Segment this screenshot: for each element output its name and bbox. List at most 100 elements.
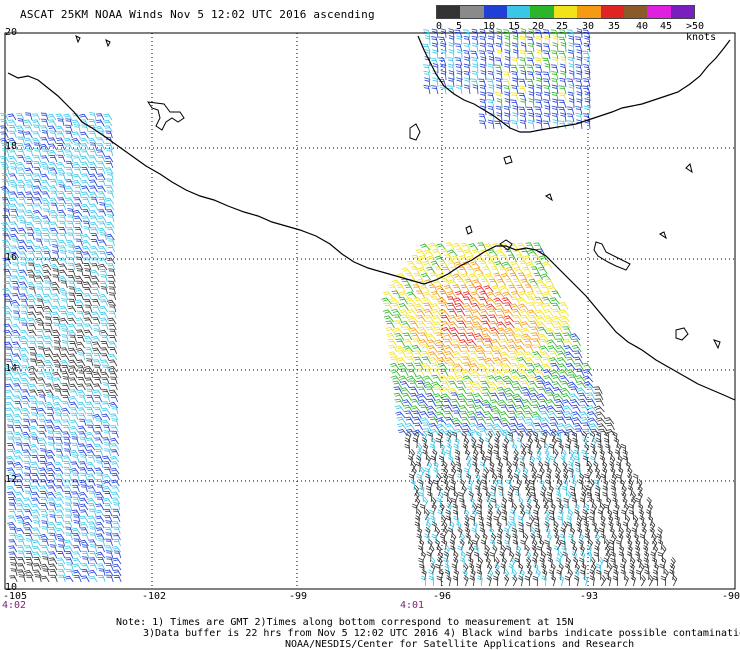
- wind-barb: [611, 472, 618, 485]
- wind-barb: [448, 35, 455, 46]
- wind-barb: [442, 398, 453, 407]
- wind-barb: [40, 125, 49, 133]
- wind-barb: [83, 293, 92, 301]
- wind-barb: [89, 112, 97, 121]
- wind-barb: [49, 155, 58, 163]
- wind-barb: [95, 509, 105, 517]
- wind-barb: [55, 436, 63, 445]
- wind-barb: [80, 185, 90, 193]
- wind-barb: [107, 238, 115, 247]
- wind-barb: [516, 478, 522, 491]
- wind-barb: [431, 308, 442, 317]
- wind-barb: [487, 502, 494, 515]
- wind-barb: [34, 574, 42, 583]
- wind-barb: [471, 249, 482, 257]
- wind-barb: [65, 179, 74, 187]
- wind-barb: [444, 357, 456, 365]
- wind-barb: [17, 203, 27, 211]
- wind-barb: [455, 63, 463, 74]
- wind-barb: [41, 191, 50, 199]
- wind-barb: [446, 291, 457, 299]
- wind-barb: [3, 341, 13, 349]
- wind-barb: [53, 425, 63, 433]
- wind-barb: [572, 417, 583, 425]
- wind-barb: [659, 563, 665, 575]
- wind-barb: [94, 437, 103, 445]
- wind-barb: [556, 357, 567, 365]
- wind-barb: [109, 347, 118, 355]
- wind-barb: [527, 119, 535, 130]
- wind-barb: [551, 381, 562, 389]
- wind-barb: [422, 375, 434, 383]
- wind-barb: [44, 322, 53, 331]
- wind-barb: [67, 214, 75, 223]
- wind-barb: [569, 386, 579, 395]
- wind-barb: [403, 338, 413, 347]
- wind-barb: [24, 527, 33, 535]
- wind-barb: [24, 472, 32, 481]
- wind-barb: [448, 28, 455, 39]
- wind-barb: [482, 266, 492, 275]
- wind-barb: [386, 332, 397, 341]
- wind-barb: [61, 334, 69, 343]
- wind-barb: [510, 356, 520, 365]
- wind-barb: [29, 389, 38, 397]
- wind-barb: [447, 308, 458, 317]
- wind-barb: [586, 392, 596, 401]
- wind-barb: [89, 166, 98, 175]
- wind-barb: [107, 275, 116, 283]
- wind-barb: [575, 78, 583, 88]
- wind-barb: [393, 314, 403, 323]
- wind-barb: [68, 347, 78, 355]
- wind-barb: [439, 533, 445, 545]
- wind-barb: [618, 532, 624, 545]
- wind-barb: [28, 323, 37, 331]
- wind-barb: [63, 466, 72, 475]
- wind-barb: [530, 532, 536, 545]
- wind-barb: [84, 304, 93, 313]
- wind-barb: [503, 302, 513, 311]
- wind-barb: [524, 416, 535, 425]
- scale-label-3: 15: [508, 21, 521, 32]
- wind-barb: [93, 401, 103, 409]
- wind-barb: [590, 455, 596, 467]
- wind-barb: [576, 380, 586, 389]
- wind-barb: [50, 281, 60, 289]
- wind-barb: [79, 521, 89, 529]
- wind-barb: [529, 392, 540, 401]
- wind-barb: [487, 430, 493, 443]
- wind-barb: [53, 407, 63, 415]
- wind-barb: [48, 563, 58, 571]
- wind-barb: [459, 478, 465, 491]
- wind-barb: [39, 443, 47, 451]
- wind-barb: [458, 255, 469, 263]
- scale-swatch-6: [577, 6, 601, 18]
- wind-barb: [406, 356, 416, 365]
- wind-barb: [471, 308, 482, 317]
- wind-barb: [581, 430, 588, 443]
- wind-barb: [536, 321, 547, 329]
- wind-barb: [489, 399, 501, 407]
- wind-barb: [511, 57, 519, 67]
- wind-barb: [558, 85, 567, 95]
- wind-barb: [430, 303, 441, 311]
- wind-barb: [58, 172, 66, 181]
- wind-barb: [464, 514, 470, 527]
- wind-barb: [77, 425, 87, 433]
- wind-barb: [58, 263, 68, 271]
- wind-barb: [437, 550, 444, 563]
- wind-barb: [435, 404, 445, 413]
- wind-barb: [95, 479, 104, 487]
- wind-barb: [499, 417, 511, 425]
- wind-barb: [59, 323, 69, 331]
- wind-barb: [493, 350, 503, 359]
- wind-barb: [104, 569, 114, 577]
- wind-barb: [44, 280, 52, 289]
- wind-barb: [440, 380, 450, 389]
- wind-barb: [45, 389, 54, 397]
- wind-barb: [579, 404, 589, 413]
- wind-barb: [538, 538, 545, 551]
- wind-barb: [510, 99, 519, 109]
- wind-barb: [513, 266, 524, 275]
- wind-barb: [502, 455, 508, 467]
